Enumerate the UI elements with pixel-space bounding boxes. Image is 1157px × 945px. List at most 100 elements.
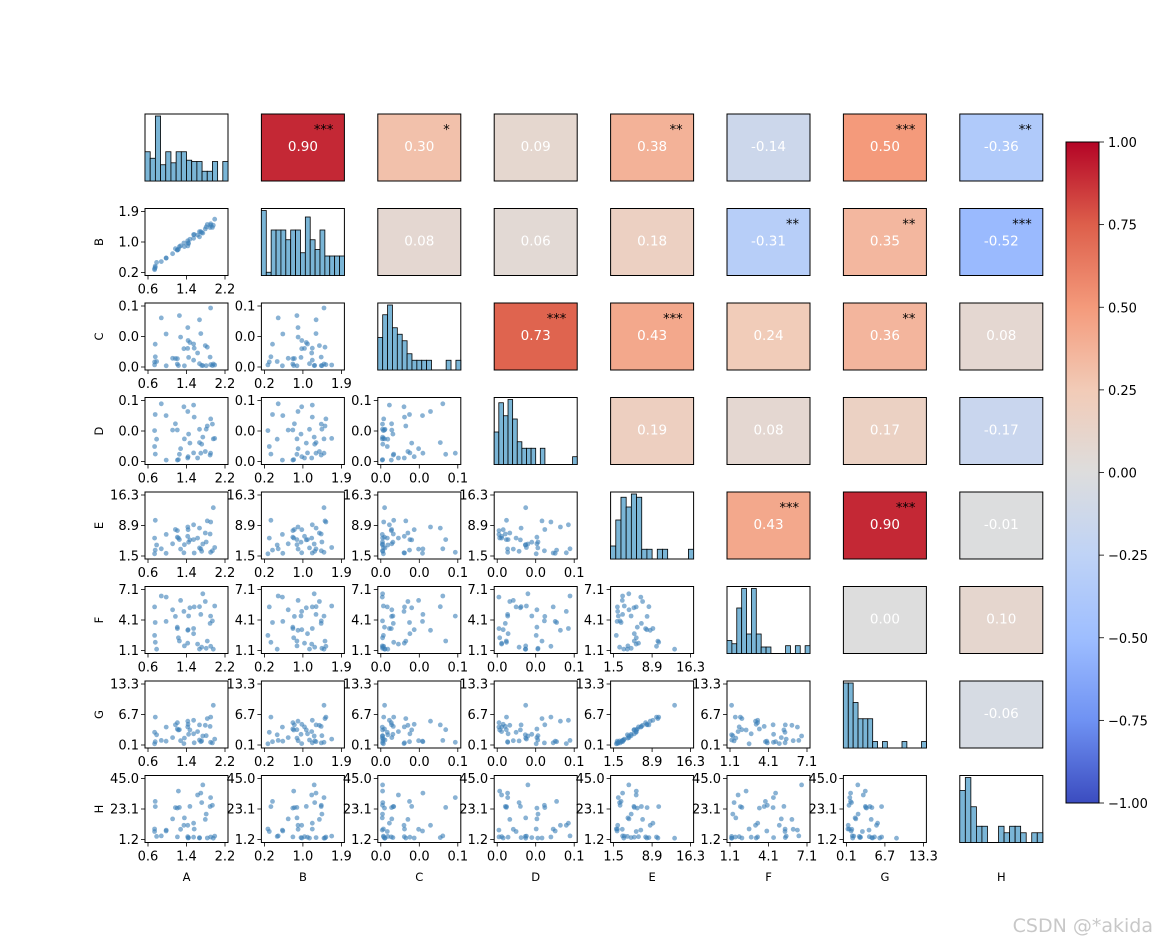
scatter-point: [270, 799, 275, 804]
scatter-point: [644, 614, 650, 619]
x-tick-label: 0.1: [564, 566, 585, 581]
panel-D-G: 0.17: [842, 397, 927, 465]
hist-bar: [507, 399, 514, 465]
corr-stars: ***: [1012, 218, 1032, 233]
scatter-point: [176, 457, 181, 462]
x-tick-label: 1.0: [293, 755, 314, 770]
scatter-point: [152, 551, 158, 557]
hist-bar: [180, 151, 187, 182]
scatter-point: [633, 792, 639, 798]
scatter-point: [516, 548, 522, 554]
scatter-point: [795, 827, 800, 833]
scatter-point: [158, 738, 164, 743]
scatter-point: [299, 338, 305, 343]
scatter-point: [158, 593, 164, 599]
x-tick-label: 0.0: [370, 850, 391, 865]
scatter-point: [636, 640, 641, 646]
scatter-point: [504, 714, 509, 720]
scatter-point: [285, 427, 291, 433]
scatter-point: [313, 331, 319, 336]
scatter-point: [497, 788, 503, 794]
scatter-point: [852, 815, 858, 821]
scatter-point: [513, 604, 519, 610]
scatter-point: [207, 354, 213, 360]
scatter-frame: [144, 397, 229, 465]
hist-bar: [175, 151, 182, 182]
panel-A-D: 0.09: [493, 113, 578, 182]
scatter-point: [640, 599, 645, 604]
scatter-point: [379, 594, 385, 600]
scatter-point: [625, 834, 630, 839]
corr-value: -0.52: [984, 234, 1019, 250]
scatter-point: [405, 449, 411, 454]
scatter-point: [152, 547, 158, 553]
scatter-point: [380, 441, 386, 447]
scatter-point: [309, 345, 315, 351]
scatter-point: [202, 530, 208, 536]
scatter-point: [305, 631, 310, 637]
scatter-point: [503, 537, 509, 542]
corr-cell: [726, 302, 811, 371]
scatter-point: [730, 733, 736, 739]
scatter-point: [210, 505, 216, 511]
scatter-point: [563, 741, 569, 746]
scatter-point: [203, 733, 209, 739]
scatter-point: [280, 828, 286, 834]
scatter-point: [173, 614, 178, 619]
scatter-point: [382, 545, 388, 551]
x-tick-label: 0.0: [370, 661, 391, 676]
scatter-point: [268, 517, 274, 523]
scatter-point: [405, 722, 411, 728]
scatter-point: [513, 729, 519, 735]
scatter-point: [403, 423, 409, 429]
scatter-point: [178, 334, 184, 340]
hist-bar: [630, 493, 637, 560]
scatter-point: [198, 612, 204, 617]
scatter-point: [771, 795, 776, 800]
scatter-point: [290, 726, 296, 732]
scatter-point: [299, 822, 305, 828]
panel-C-G: 0.36**: [842, 302, 927, 371]
scatter-point: [295, 598, 301, 603]
x-tick-label: 0.2: [254, 472, 275, 487]
panel-E-G: 0.90***: [842, 491, 927, 560]
y-tick-label: 1.2: [584, 833, 605, 848]
col-label-D: D: [531, 870, 540, 884]
scatter-point: [294, 451, 300, 457]
scatter-point: [533, 741, 539, 747]
scatter-point: [440, 593, 446, 599]
x-tick-label: 0.0: [409, 566, 430, 581]
scatter-point: [382, 646, 388, 652]
scatter-point: [381, 826, 386, 832]
scatter-point: [407, 799, 412, 804]
scatter-point: [197, 646, 202, 652]
scatter-point: [452, 795, 458, 800]
x-tick-label: 2.2: [215, 755, 236, 770]
hist-bar: [539, 447, 546, 465]
hist-bar: [270, 229, 277, 276]
scatter-point: [416, 446, 421, 452]
scatter-point: [396, 641, 401, 647]
y-tick-label: 23.1: [692, 803, 721, 818]
scatter-point: [534, 805, 540, 811]
y-tick-label: 45.0: [110, 772, 139, 787]
scatter-point: [158, 401, 164, 407]
colorbar-tick-label: −0.25: [1108, 549, 1148, 564]
row-label-D: D: [92, 426, 106, 435]
hist-bar: [636, 496, 643, 560]
scatter-point: [877, 835, 883, 841]
scatter-point: [197, 525, 202, 531]
scatter-point: [402, 604, 407, 610]
scatter-point: [176, 788, 181, 794]
scatter-point: [529, 731, 535, 737]
scatter-point: [274, 732, 280, 738]
scatter-point: [163, 594, 169, 600]
corr-value: 0.43: [637, 328, 667, 344]
scatter-point: [329, 362, 335, 368]
scatter-point: [452, 450, 458, 456]
hist-bar: [862, 718, 869, 749]
scatter-point: [628, 613, 634, 619]
scatter-point: [646, 604, 652, 610]
colorbar: 1.00 0.75 0.50 0.25 0.00 −0.25 −0.50 −0.75 −1.00: [1065, 136, 1148, 812]
hist-bar: [625, 506, 632, 560]
